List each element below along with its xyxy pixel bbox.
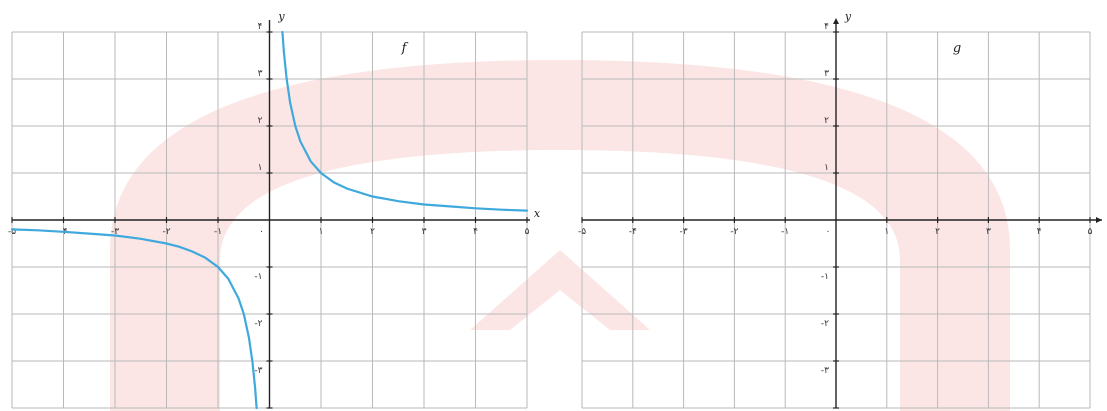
x-tick-label: -۴	[629, 227, 637, 237]
x-tick-label: ۱	[319, 227, 324, 237]
x-axis-arrow	[1096, 217, 1102, 223]
y-tick-label: -۳	[821, 366, 829, 376]
x-axis-label: x	[534, 207, 541, 220]
x-tick-label: -۱	[781, 227, 789, 237]
function-name: g	[953, 41, 961, 56]
y-tick-label: -۲	[821, 319, 829, 329]
y-axis-label: y	[277, 10, 285, 23]
x-tick-label: ۴	[1037, 227, 1042, 237]
y-tick-label: -۲	[254, 319, 262, 329]
y-tick-label: ۱	[258, 163, 263, 173]
x-tick-label: ۱	[884, 227, 889, 237]
y-tick-label: ۴	[824, 22, 829, 32]
series-line-branch-left	[10, 228, 258, 410]
y-tick-label: -۳	[254, 366, 262, 376]
x-tick-label: ۳	[986, 227, 991, 237]
y-tick-label: ۴	[258, 22, 263, 32]
y-tick-label: ۳	[258, 69, 263, 79]
x-tick-label: -۵	[578, 227, 586, 237]
y-tick-label: -۱	[821, 272, 829, 282]
y-axis-arrow	[833, 18, 839, 24]
x-tick-label: ۵	[1088, 227, 1093, 237]
x-tick-label: ۰	[259, 227, 264, 237]
x-tick-label: ۲	[935, 227, 940, 237]
y-axis-label: y	[844, 10, 852, 23]
x-tick-label: -۱	[214, 227, 222, 237]
x-tick-label: -۳	[680, 227, 688, 237]
series-line-branch-right	[281, 30, 529, 212]
x-tick-label: -۲	[730, 227, 738, 237]
y-tick-label: -۱	[254, 272, 262, 282]
watermark	[110, 60, 1010, 411]
x-tick-label: ۳	[422, 227, 427, 237]
x-tick-label: -۵	[8, 227, 16, 237]
x-tick-label: -۲	[162, 227, 170, 237]
y-tick-label: ۱	[824, 163, 829, 173]
y-tick-label: ۳	[824, 69, 829, 79]
x-tick-label: -۳	[111, 227, 119, 237]
x-tick-label: ۲	[370, 227, 375, 237]
function-name: f	[401, 41, 409, 56]
x-tick-label: ۵	[525, 227, 530, 237]
x-tick-label: ۰	[826, 227, 831, 237]
y-tick-label: ۲	[824, 116, 829, 126]
y-tick-label: ۲	[258, 116, 263, 126]
x-tick-label: ۴	[473, 227, 478, 237]
